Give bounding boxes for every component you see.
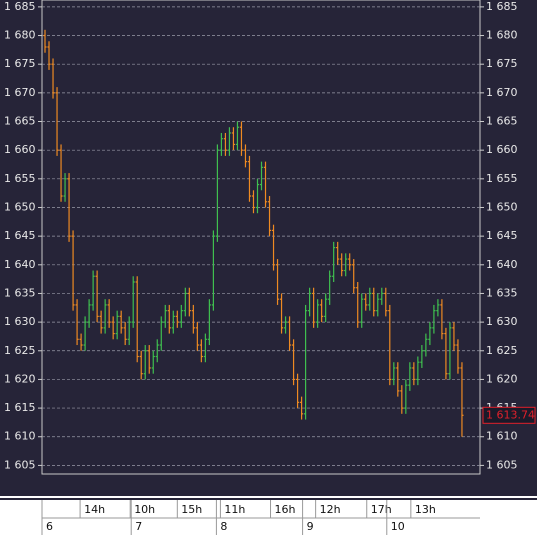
y-tick-label: 1 615 [4, 401, 36, 414]
y2-tick-label: 1 680 [486, 29, 518, 42]
y-tick-label: 1 675 [4, 57, 36, 70]
y-tick-label: 1 685 [4, 0, 36, 13]
y-tick-label: 1 640 [4, 258, 36, 271]
y2-tick-label: 1 655 [486, 172, 518, 185]
y-tick-label: 1 665 [4, 115, 36, 128]
y-tick-label: 1 670 [4, 86, 36, 99]
day-tick-label: 10 [391, 520, 405, 533]
y2-tick-label: 1 630 [486, 315, 518, 328]
y2-tick-label: 1 670 [486, 86, 518, 99]
x-tick-label: 14h [84, 503, 105, 516]
y2-tick-label: 1 605 [486, 458, 518, 471]
y2-tick-label: 1 685 [486, 0, 518, 13]
y2-tick-label: 1 650 [486, 200, 518, 213]
x-tick-label: 10h [134, 503, 155, 516]
y-tick-label: 1 635 [4, 286, 36, 299]
y2-tick-label: 1 610 [486, 430, 518, 443]
day-tick-label: 8 [220, 520, 227, 533]
y-tick-label: 1 625 [4, 344, 36, 357]
x-tick-label: 13h [415, 503, 436, 516]
y2-tick-label: 1 665 [486, 115, 518, 128]
y-tick-label: 1 655 [4, 172, 36, 185]
x-tick-label: 12h [320, 503, 341, 516]
y2-tick-label: 1 640 [486, 258, 518, 271]
y2-tick-label: 1 660 [486, 143, 518, 156]
x-tick-label: 11h [224, 503, 245, 516]
x-tick-label: 15h [181, 503, 202, 516]
plot-frame [41, 0, 481, 475]
y-tick-label: 1 605 [4, 458, 36, 471]
day-tick-label: 7 [135, 520, 142, 533]
y-tick-label: 1 650 [4, 200, 36, 213]
y-tick-label: 1 610 [4, 430, 36, 443]
y2-tick-label: 1 635 [486, 286, 518, 299]
day-tick-label: 6 [46, 520, 53, 533]
y2-tick-label: 1 625 [486, 344, 518, 357]
y-tick-label: 1 630 [4, 315, 36, 328]
last-price-box [482, 406, 536, 424]
y-tick-label: 1 645 [4, 229, 36, 242]
x-tick-label: 16h [275, 503, 296, 516]
x-tick-label: 17h [371, 503, 392, 516]
y2-tick-label: 1 675 [486, 57, 518, 70]
day-tick-label: 9 [307, 520, 314, 533]
last-price-label: 1 613.74 [486, 408, 535, 421]
y-tick-label: 1 680 [4, 29, 36, 42]
y2-tick-label: 1 620 [486, 372, 518, 385]
y-tick-label: 1 620 [4, 372, 36, 385]
y-tick-label: 1 660 [4, 143, 36, 156]
y2-tick-label: 1 645 [486, 229, 518, 242]
